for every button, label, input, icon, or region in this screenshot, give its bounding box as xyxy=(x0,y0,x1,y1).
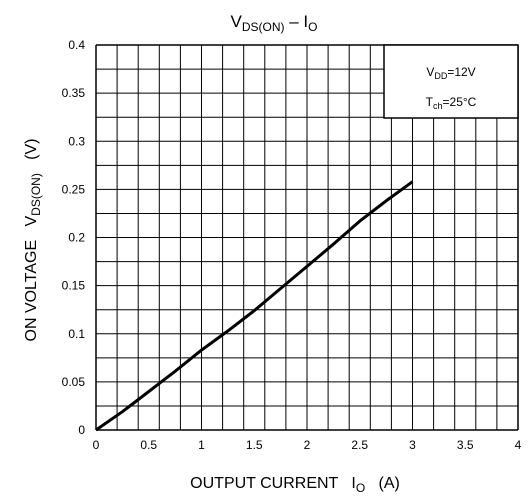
condition-box: VDD=12V Tch=25°C xyxy=(383,44,519,119)
y-tick-label: 0.15 xyxy=(62,279,86,293)
y-tick-label: 0.25 xyxy=(62,182,86,196)
y-tick-label: 0.05 xyxy=(62,375,86,389)
x-tick-labels: 0 0.5 1 1.5 2 2.5 3 3.5 4 xyxy=(93,438,522,452)
x-tick-label: 4 xyxy=(515,438,522,452)
x-tick-label: 3 xyxy=(409,438,416,452)
y-tick-label: 0.2 xyxy=(68,231,85,245)
x-tick-label: 1 xyxy=(198,438,205,452)
x-axis-label: OUTPUT CURRENT IO (A) xyxy=(190,475,400,495)
chart-title: VDS(ON) – IO xyxy=(231,12,318,34)
condition-tch: Tch=25°C xyxy=(426,95,477,111)
series-line xyxy=(95,180,414,432)
x-tick-label: 0 xyxy=(93,438,100,452)
y-tick-label: 0.3 xyxy=(68,134,85,148)
y-tick-label: 0.4 xyxy=(68,38,85,52)
y-axis-label: ON VOLTAGE VDS(ON) (V) xyxy=(23,139,43,342)
x-tick-label: 3.5 xyxy=(457,438,474,452)
y-tick-label: 0.1 xyxy=(68,327,85,341)
y-tick-label: 0 xyxy=(78,423,85,437)
condition-vdd: VDD=12V xyxy=(426,65,475,81)
y-tick-labels: 0 0.05 0.1 0.15 0.2 0.25 0.3 0.35 0.4 xyxy=(62,38,86,437)
x-tick-label: 2.5 xyxy=(351,438,368,452)
x-tick-label: 2 xyxy=(304,438,311,452)
condition-box-frame xyxy=(383,44,519,119)
y-tick-label: 0.35 xyxy=(62,86,86,100)
x-tick-label: 0.5 xyxy=(140,438,157,452)
x-tick-label: 1.5 xyxy=(246,438,263,452)
